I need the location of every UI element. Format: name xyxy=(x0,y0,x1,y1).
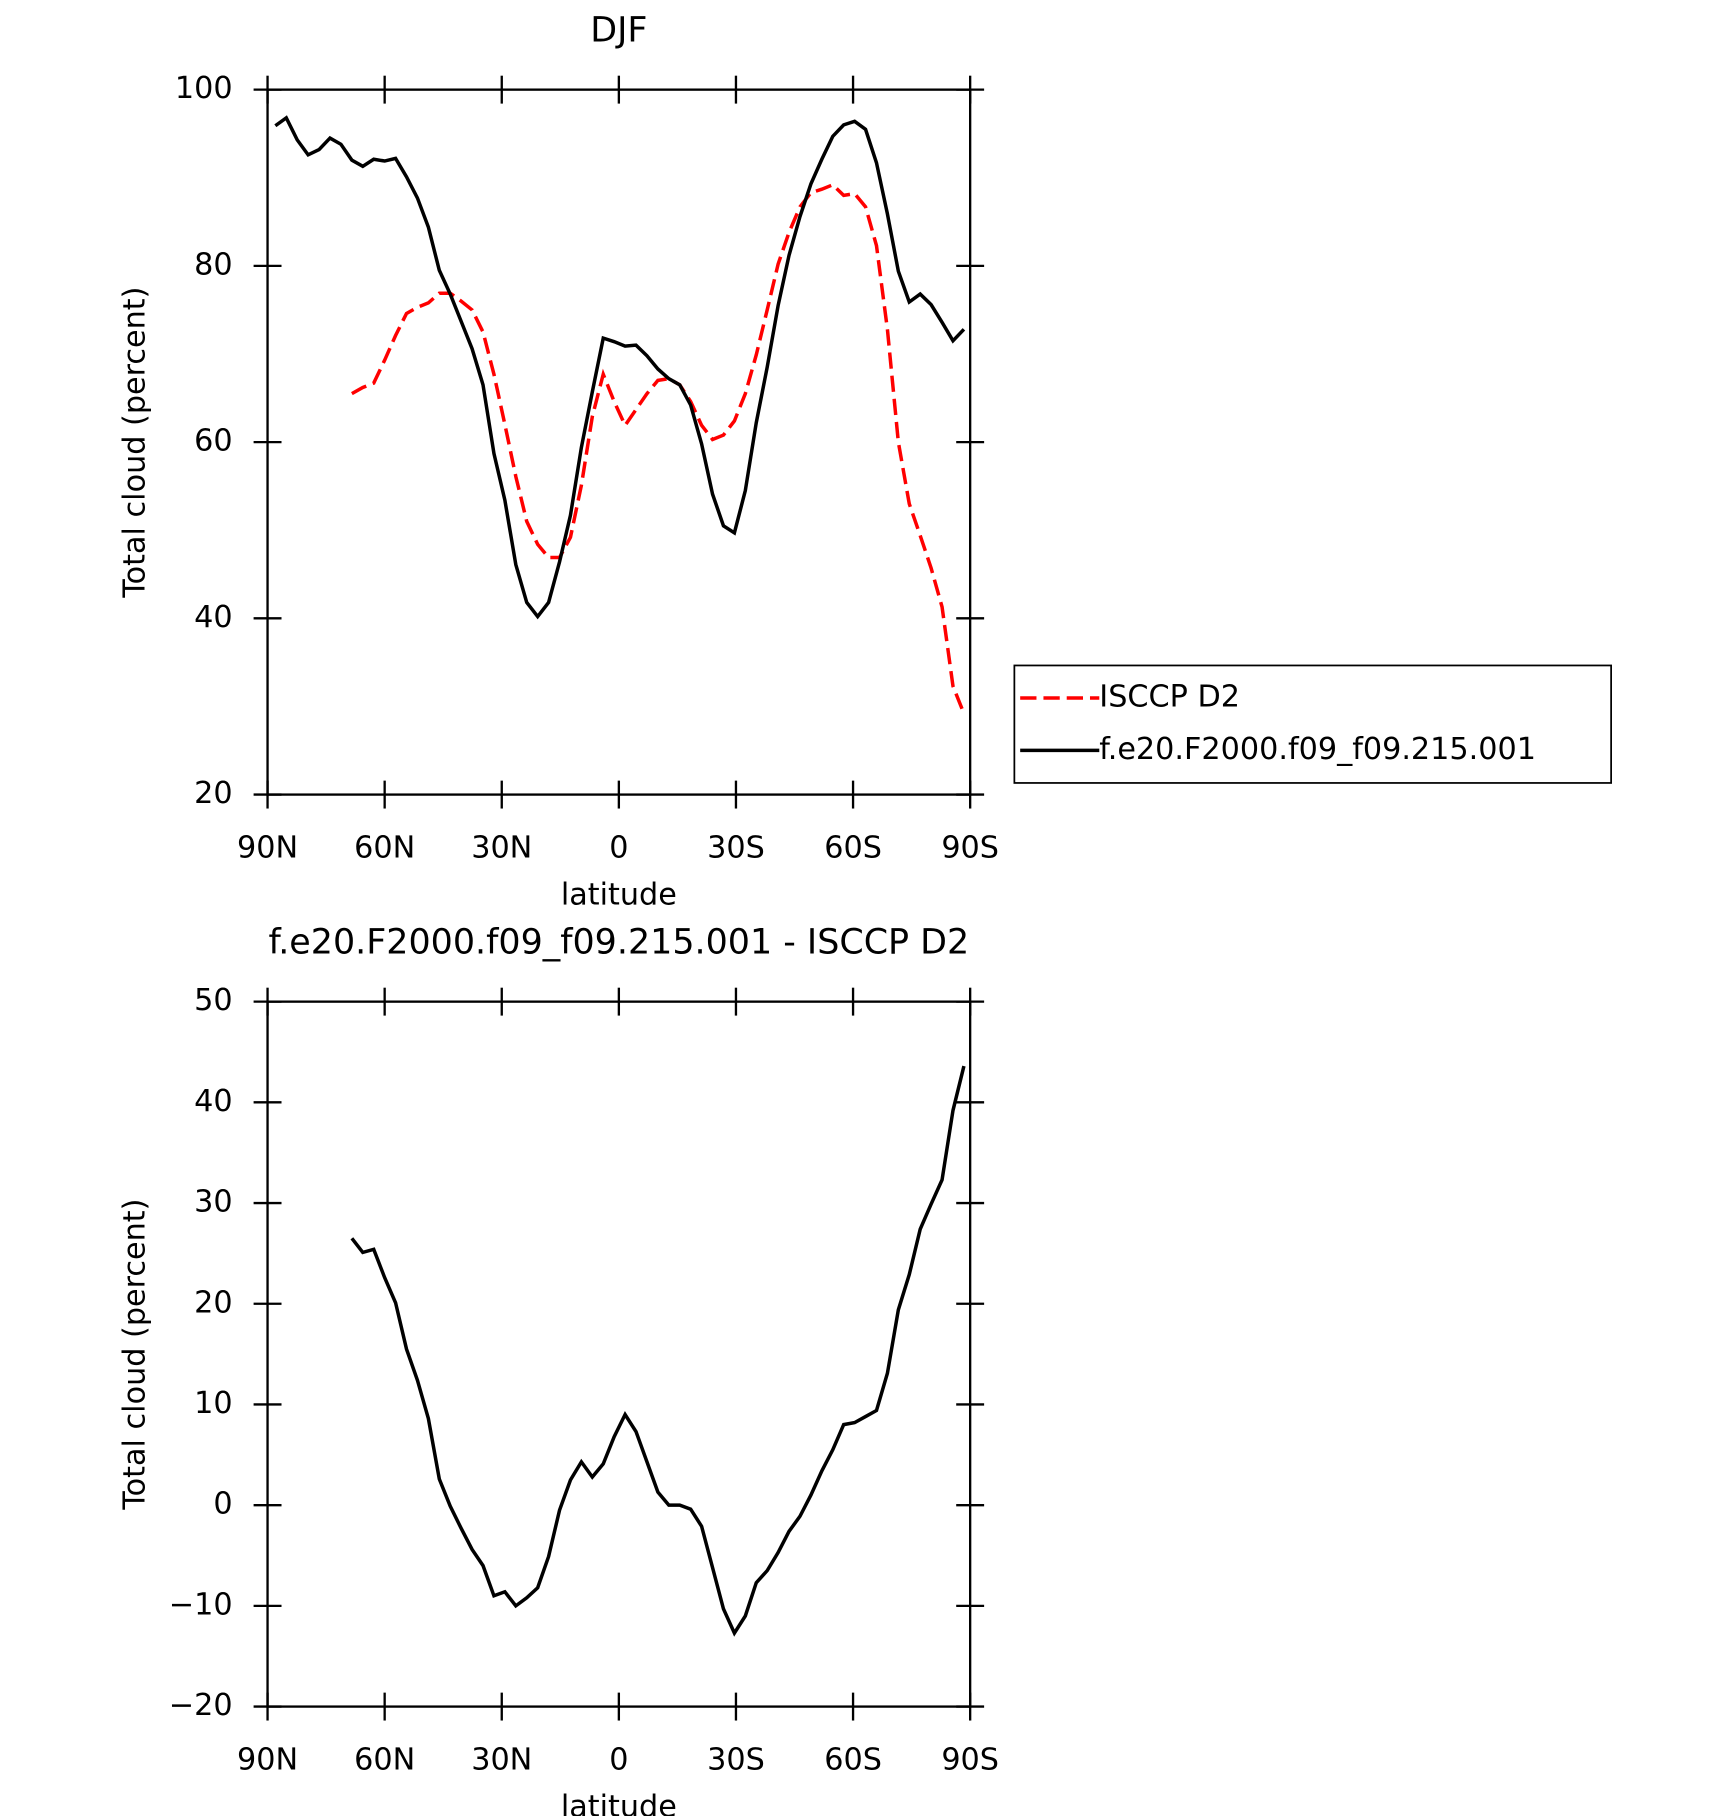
y-axis-label: Total cloud (percent) xyxy=(118,1199,153,1511)
x-tick-label: 0 xyxy=(609,1743,628,1778)
x-tick-label: 60S xyxy=(824,831,882,866)
y-tick-label: 40 xyxy=(194,1084,232,1119)
plot-frame xyxy=(266,88,972,796)
x-tick-label: 30S xyxy=(707,1743,765,1778)
y-tick-label: −20 xyxy=(169,1688,233,1723)
y-tick-label: 10 xyxy=(194,1386,232,1421)
data-line xyxy=(351,182,966,715)
y-axis-label: Total cloud (percent) xyxy=(118,287,153,599)
y-tick-label: 40 xyxy=(194,600,232,635)
x-tick-label: 90S xyxy=(941,831,999,866)
x-tick-label: 60N xyxy=(354,1743,415,1778)
x-tick-label: 30N xyxy=(471,1743,532,1778)
y-tick-label: 30 xyxy=(194,1185,232,1220)
legend-label: f.e20.F2000.f09_f09.215.001 xyxy=(1099,732,1536,767)
chart-title: DJF xyxy=(590,10,647,50)
x-tick-label: 90N xyxy=(237,831,298,866)
y-tick-label: 50 xyxy=(194,983,232,1018)
plot-frame xyxy=(266,1000,972,1708)
legend-label: ISCCP D2 xyxy=(1099,680,1240,715)
y-tick-label: 60 xyxy=(194,424,232,459)
x-axis-label: latitude xyxy=(561,877,677,912)
y-tick-label: 0 xyxy=(213,1487,232,1522)
x-tick-label: 60N xyxy=(354,831,415,866)
x-tick-label: 0 xyxy=(609,831,628,866)
x-tick-label: 90N xyxy=(237,1743,298,1778)
data-line xyxy=(274,115,966,620)
x-tick-label: 90S xyxy=(941,1743,999,1778)
y-tick-label: 80 xyxy=(194,247,232,282)
y-tick-label: 20 xyxy=(194,1285,232,1320)
x-tick-label: 30N xyxy=(471,831,532,866)
x-tick-label: 30S xyxy=(707,831,765,866)
y-tick-label: 100 xyxy=(175,71,233,106)
y-tick-label: −10 xyxy=(169,1587,233,1622)
chart-title: f.e20.F2000.f09_f09.215.001 - ISCCP D2 xyxy=(268,922,969,962)
x-axis-label: latitude xyxy=(561,1789,677,1816)
x-tick-label: 60S xyxy=(824,1743,882,1778)
legend-box xyxy=(1013,664,1612,784)
data-line xyxy=(350,1065,966,1637)
y-tick-label: 20 xyxy=(194,776,232,811)
